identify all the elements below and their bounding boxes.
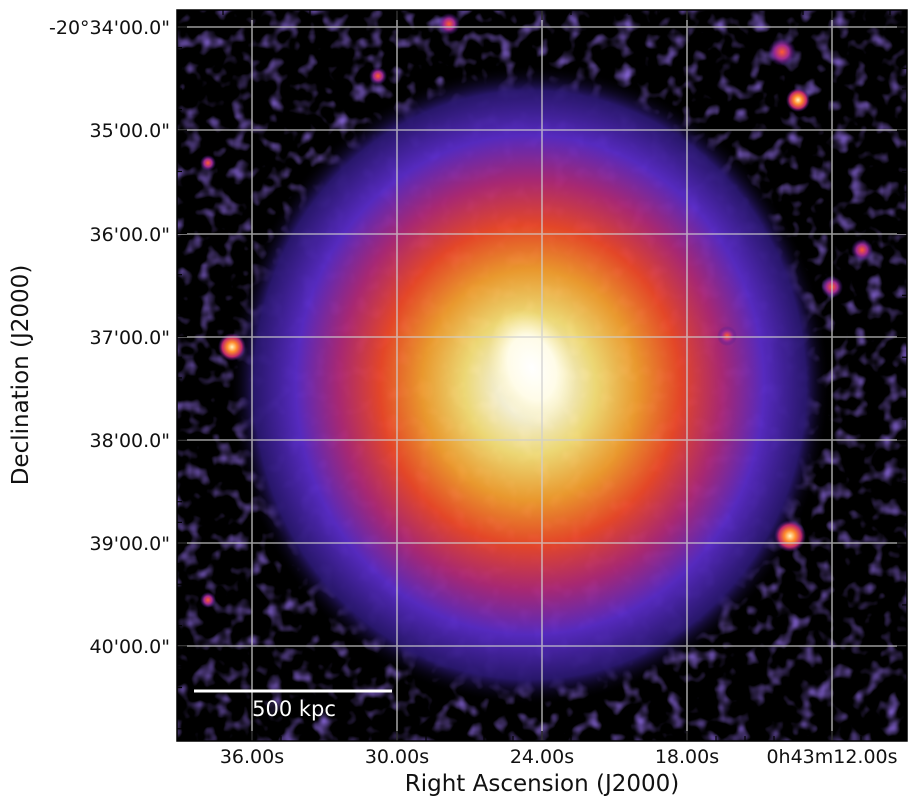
x-tick-label: 30.00s [365, 746, 429, 768]
x-tick-labels: 36.00s 30.00s 24.00s 18.00s 0h43m12.00s [220, 746, 898, 768]
point-source [717, 326, 737, 346]
cluster-core [487, 309, 577, 427]
point-source [774, 520, 806, 552]
tick-marks [177, 10, 907, 741]
coordinate-grid [177, 10, 907, 741]
y-tick-label: 38'00.0" [90, 430, 170, 452]
y-tick-label: -20°34'00.0" [49, 17, 170, 39]
point-source [200, 155, 216, 171]
point-source [438, 13, 460, 35]
x-axis-title: Right Ascension (J2000) [405, 771, 680, 797]
y-axis-title: Declination (J2000) [8, 265, 34, 486]
x-tick-label: 36.00s [220, 746, 284, 768]
x-tick-label: 0h43m12.00s [766, 746, 897, 768]
y-tick-labels: -20°34'00.0" 35'00.0" 36'00.0" 37'00.0" … [49, 17, 170, 658]
y-tick-label: 40'00.0" [90, 636, 170, 658]
point-source [786, 88, 810, 112]
y-tick-label: 39'00.0" [90, 533, 170, 555]
point-source [369, 67, 387, 85]
scale-bar-label: 500 kpc [252, 697, 336, 721]
y-tick-label: 37'00.0" [90, 327, 170, 349]
point-source [200, 592, 216, 608]
point-source [851, 239, 873, 261]
x-tick-label: 18.00s [655, 746, 719, 768]
point-source [768, 38, 796, 66]
x-tick-label: 24.00s [510, 746, 574, 768]
scale-bar: 500 kpc [194, 689, 392, 721]
y-tick-label: 35'00.0" [90, 120, 170, 142]
y-tick-label: 36'00.0" [90, 224, 170, 246]
point-source [218, 333, 246, 361]
